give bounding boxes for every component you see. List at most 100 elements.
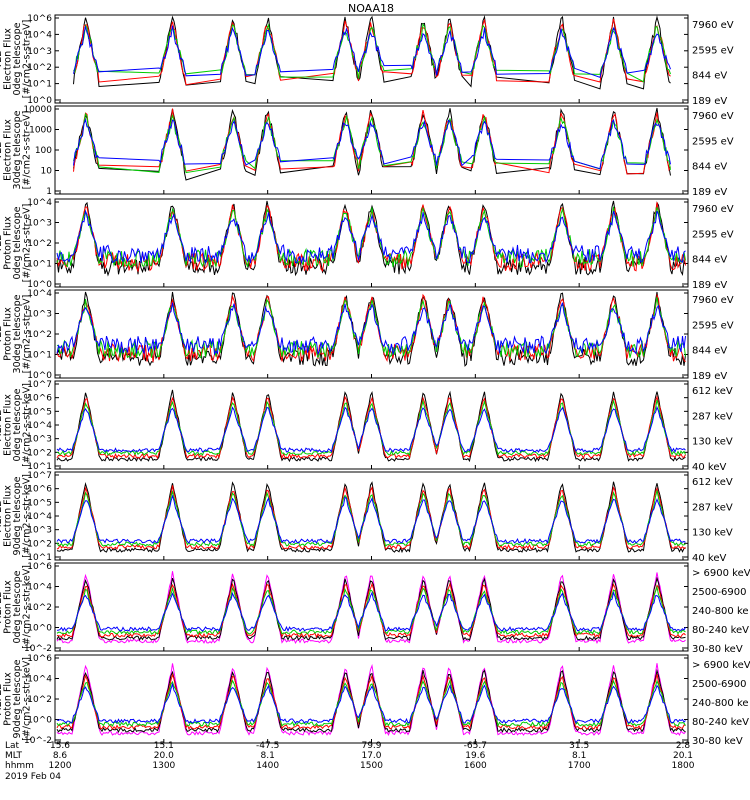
y-tick-label: 10^2 [27, 603, 52, 613]
chart-title: NOAA18 [348, 2, 394, 15]
y-axis-label-line: TED [0, 324, 4, 344]
y-axis-label-line: [#/cm2-s-str-eV] [21, 204, 32, 283]
series-line [56, 590, 686, 633]
y-tick-label: 10^3 [27, 310, 52, 320]
legend-entry: 2500-6900 [692, 679, 747, 690]
x-tick-label: 8.1 [261, 751, 275, 761]
y-axis-label: MEPEDElectron Flux0deg telescope[#/cm2-s… [0, 383, 32, 467]
series-line [56, 682, 686, 724]
panel-1: TEDElectron Flux0deg telescope[#/cm2-s-s… [0, 14, 734, 107]
x-tick-label: 15.1 [154, 741, 174, 751]
x-tick-label: 31.5 [569, 741, 589, 751]
y-tick-label: 10^5 [27, 407, 52, 417]
y-axis-label-line: MEPED [0, 499, 4, 532]
y-tick-label: 10^2 [27, 63, 52, 73]
y-tick-label: 10^1 [27, 351, 52, 361]
legend-entry: 30-80 keV [692, 644, 743, 655]
y-tick-label: 100 [35, 146, 52, 156]
series-line [73, 24, 671, 78]
x-row-label: MLT [5, 751, 23, 761]
legend-entry: > 6900 keV [692, 660, 750, 671]
y-tick-label: 10^3 [27, 47, 52, 57]
x-row-label: hhmm [5, 761, 34, 771]
y-tick-label: 10^4 [27, 289, 52, 299]
y-axis-label: TEDElectron Flux0deg telescope[#/cm2-s-s… [0, 20, 32, 99]
y-tick-label: 10^3 [27, 526, 52, 536]
x-row-label: Lat [5, 741, 20, 751]
x-tick-label: 1600 [464, 761, 487, 771]
legend-entry: 240-800 ke [692, 698, 749, 709]
y-tick-label: 10^1 [27, 462, 52, 472]
y-tick-label: 10 [41, 167, 53, 177]
y-tick-label: 10^7 [27, 471, 52, 481]
y-axis-label-line: 0deg telescope [12, 22, 23, 95]
y-axis-label-line: 0deg telescope [12, 570, 23, 643]
legend-entry: 80-240 keV [692, 625, 749, 636]
y-axis-label-line: TED [0, 49, 4, 69]
y-axis-label: MEPEDProton Flux0deg telescope[#/cm2-s-s… [0, 565, 32, 649]
y-tick-label: 10^7 [27, 380, 52, 390]
y-tick-label: 10^4 [27, 198, 52, 208]
y-tick-label: 10^1 [27, 80, 52, 90]
series-line [56, 405, 686, 454]
y-axis-label-line: Proton Flux [2, 580, 13, 634]
legend-entry: 189 eV [692, 187, 727, 198]
series-line [56, 485, 686, 550]
y-axis-label-line: [#/cm2-s-str-eV] [21, 20, 32, 99]
series-line [56, 389, 686, 463]
y-axis-label-line: Proton Flux [2, 216, 13, 270]
y-tick-label: 10^6 [27, 14, 52, 24]
series-line [56, 302, 686, 356]
legend-entry: 40 keV [692, 462, 726, 473]
x-tick-label: 1700 [568, 761, 591, 771]
y-tick-label: 10^4 [27, 512, 52, 522]
x-tick-label: 20.1 [673, 751, 693, 761]
y-tick-label: 10^0 [27, 716, 52, 726]
y-tick-label: 10^5 [27, 498, 52, 508]
legend-entry: 7960 eV [692, 295, 734, 306]
x-tick-label: 1300 [152, 761, 175, 771]
panel-5: MEPEDElectron Flux0deg telescope[#/cm2-s… [0, 380, 733, 473]
x-tick-label: 19.6 [465, 751, 485, 761]
x-tick-label: 8.1 [572, 751, 586, 761]
series-line [73, 118, 671, 170]
panel-2: TEDElectron Flux30deg telescope[#/cm2-s-… [0, 105, 734, 198]
y-axis-label-line: [#/cm2-s-str-keV] [21, 383, 32, 467]
legend-entry: 130 keV [692, 528, 733, 539]
series-line [56, 494, 686, 545]
y-axis-label-line: 90deg telescope [12, 476, 23, 555]
y-axis-label: TEDProton Flux30deg telescope[#/cm2-s-st… [0, 294, 32, 373]
y-tick-label: 10^4 [27, 583, 52, 593]
x-tick-label: 79.9 [361, 741, 381, 751]
series-line [56, 585, 686, 636]
y-axis-label-line: Electron Flux [2, 119, 13, 181]
legend-entry: 240-800 ke [692, 606, 749, 617]
date-label: 2019 Feb 04 [5, 772, 61, 782]
y-axis-label-line: Proton Flux [2, 307, 13, 361]
series-line [56, 678, 686, 728]
legend-entry: > 6900 keV [692, 568, 750, 579]
legend-entry: 189 eV [692, 96, 727, 107]
y-axis-label-line: [#/cm2-s-str-eV] [21, 111, 32, 190]
y-tick-label: 10^-2 [24, 644, 52, 654]
x-tick-label: 20.0 [154, 751, 174, 761]
y-axis-label-line: Proton Flux [2, 672, 13, 726]
panel-6: MEPEDElectron Flux90deg telescope[#/cm2-… [0, 471, 733, 564]
legend-entry: 7960 eV [692, 204, 734, 215]
legend-entry: 844 eV [692, 255, 727, 266]
x-axis: Lat 15.6 15.1 -47.5 79.9 -65.7 31.5 2.8 MLT 8.6 20… [5, 741, 695, 782]
legend-entry: 612 keV [692, 386, 733, 397]
legend-entry: 189 eV [692, 280, 727, 291]
x-tick-label: 15.6 [50, 741, 70, 751]
y-tick-label: 10^0 [27, 624, 52, 634]
y-axis-label-line: [#/cm2-s-str-eV] [21, 295, 32, 374]
y-axis-label-line: Electron Flux [2, 485, 13, 547]
y-tick-label: 10^2 [27, 448, 52, 458]
y-axis-label-line: Electron Flux [2, 394, 13, 456]
series-line [56, 581, 686, 639]
legend-entry: 7960 eV [692, 20, 734, 31]
y-axis-label-line: [#/cm2-s-str-keV] [21, 565, 32, 649]
y-axis-label-line: [#/cm2-s-str-keV] [21, 657, 32, 741]
series-line [56, 293, 686, 363]
y-tick-label: 10^2 [27, 330, 52, 340]
